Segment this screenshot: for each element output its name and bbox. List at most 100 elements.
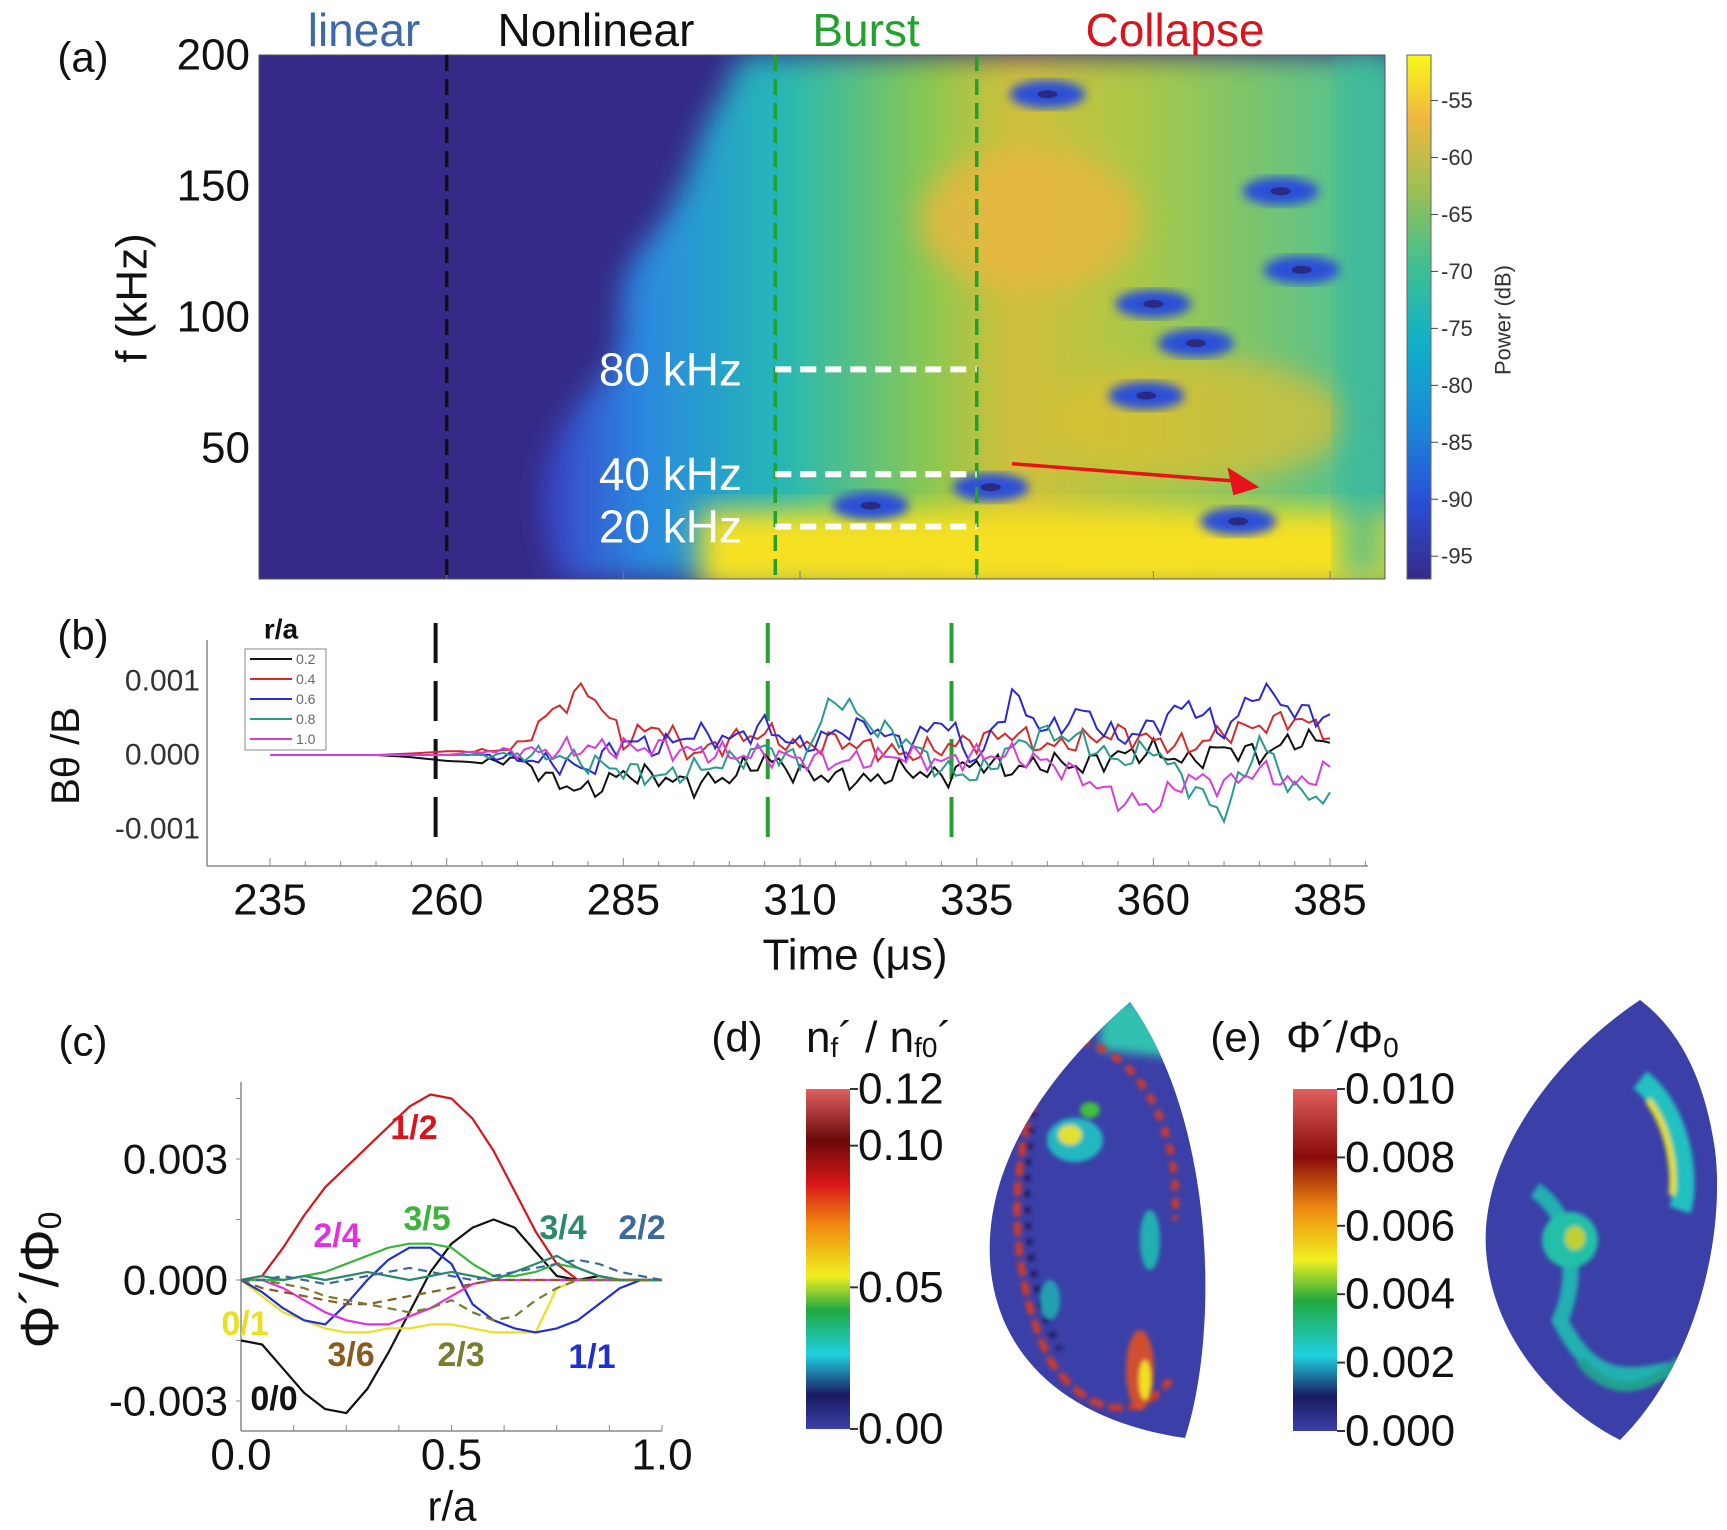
power-minimum-core [1291,265,1312,274]
power-minimum-core [1185,339,1206,348]
mode-label: 2/4 [313,1217,360,1255]
colorbar-tick-label: 0.05 [858,1263,944,1312]
edge-region [1340,55,1385,579]
y-axis-label: f (kHz) [108,233,157,363]
y-tick-label: 200 [177,31,250,80]
panel-b: 235 260 285 310 335 360 385 Time (μs) 0.001 0.000… [44,612,1368,980]
y-axis-label-main: Φ´/Φ [10,1229,70,1348]
panel-d: (d) nf´ / nf0´0.12 0.10 0.05 0.00 [711,1002,1206,1454]
panel-label-d: (d) [711,1014,762,1061]
colorbar-tick-label: -55 [1441,88,1473,113]
colorbar-a [1406,54,1432,580]
title-subscript: 0 [1383,1032,1399,1063]
x-tick-label: 260 [410,876,483,925]
y-tick-label: 0.003 [123,1136,228,1183]
panel-label-b: (b) [57,612,108,659]
high-power-region [920,150,1140,290]
x-axis-label: Time (μs) [762,931,947,980]
phase-label: Collapse [1086,4,1265,56]
colorbar-label: Power (dB) [1491,265,1516,375]
panel-label-a: (a) [57,34,108,81]
low-frequency-band [700,510,1385,579]
series-line-r-a-0.4 [270,681,1331,763]
frequency-marker-label: 40 kHz [599,448,742,500]
series-line-r-a-0.2 [270,727,1331,801]
mode-curve-3-6 [240,1278,662,1306]
title-text: Φ´/Φ [1286,1013,1383,1062]
mode-label: 2/2 [618,1209,665,1247]
y-tick-label: 0.001 [125,665,200,698]
mode-curve-3-5 [241,1242,662,1282]
phase-label: Burst [812,4,920,56]
legend-label: 0.6 [296,691,316,707]
legend-label: 0.8 [296,711,316,727]
title-subscript: f [830,1032,838,1063]
mode-label: 1/2 [390,1109,437,1147]
mode-label: 3/6 [327,1336,374,1374]
mode-label: 3/4 [539,1209,586,1247]
series-line-r-a-0.6 [270,681,1331,777]
trend-arrow-head [1227,467,1260,496]
legend-label: 0.4 [296,671,316,687]
colorbar-tick-label: 0.002 [1345,1338,1455,1387]
mode-curve-2-3 [241,1278,662,1322]
colorbar-tick-label: -75 [1441,316,1473,341]
series-line-r-a-1.0 [270,734,1331,814]
colorbar-tick-label: -95 [1441,544,1473,569]
mode-label: 0/0 [250,1380,297,1418]
panel-e: (e) Φ´/Φ00.010 0.008 0.006 0.004 0.002 0.000 [1210,1000,1718,1456]
x-axis-label: r/a [427,1483,477,1530]
y-tick-label: -0.001 [115,813,200,846]
colorbar-tick-label: 0.12 [858,1065,944,1114]
power-minimum-core [980,483,1001,492]
x-tick-label: 0.0 [210,1431,271,1480]
plot-frame [258,54,1386,580]
colorbar-tick-label: 0.010 [1345,1065,1455,1114]
mode-curve-1-1 [240,1246,662,1334]
y-tick-label: 50 [201,424,250,473]
frequency-marker-label: 80 kHz [599,343,742,395]
colorbar-tick-label: 0.004 [1345,1270,1455,1319]
colorbar-tick-label: -70 [1441,259,1473,284]
y-axis-label-sub: 0 [32,1212,68,1230]
phase-label: linear [308,4,421,56]
colorbar-tick-label: 0.00 [858,1405,944,1454]
y-tick-label: 100 [177,293,250,342]
x-tick-label: 360 [1117,876,1190,925]
title-subscript: f0 [914,1032,937,1063]
y-tick-label: 0.000 [123,1257,228,1304]
high-power-region [1050,360,1350,480]
title-text: n [806,1013,830,1062]
y-tick-label: 0.000 [125,739,200,772]
mode-curve-2-4 [241,1278,662,1326]
colorbar-title-d: nf´ / nf0´ [806,1013,952,1063]
y-axis-label: Φ´/Φ0 [10,1212,70,1349]
x-tick-label: 235 [233,876,306,925]
frequency-marker-label: 20 kHz [599,501,742,553]
colorbar-tick-label: 0.006 [1345,1201,1455,1250]
panel-label-c: (c) [59,1018,108,1065]
power-minimum-core [1037,90,1058,99]
colorbar-tick-label: 0.008 [1345,1133,1455,1182]
legend-title: r/a [264,614,299,645]
mode-label: 0/1 [221,1305,268,1343]
mode-curve-0-0 [240,1218,662,1415]
spectrogram [259,55,1385,579]
power-minimum-core [1143,299,1164,308]
colorbar-e [1293,1089,1337,1431]
mode-curve-2-2 [241,1258,663,1286]
x-tick-label: 1.0 [631,1431,692,1480]
legend-label: 0.2 [296,651,316,667]
trend-arrow-shaft [1011,461,1238,484]
mode-curve-1-2 [240,1093,662,1282]
potential-cross-section [1485,1000,1718,1440]
x-tick-label: 335 [940,876,1013,925]
colorbar-tick-label: -60 [1441,145,1473,170]
colorbar-tick-label: -90 [1441,487,1473,512]
power-minimum-core [1270,187,1291,196]
panel-c: 0.0 0.5 1.0 0.003 0.000 -0.003 r/a Φ´/Φ0 (c) 1/2 0… [10,1018,693,1530]
colorbar-title-e: Φ´/Φ0 [1286,1013,1399,1063]
colorbar-d [806,1089,850,1429]
y-tick-label: 150 [177,162,250,211]
